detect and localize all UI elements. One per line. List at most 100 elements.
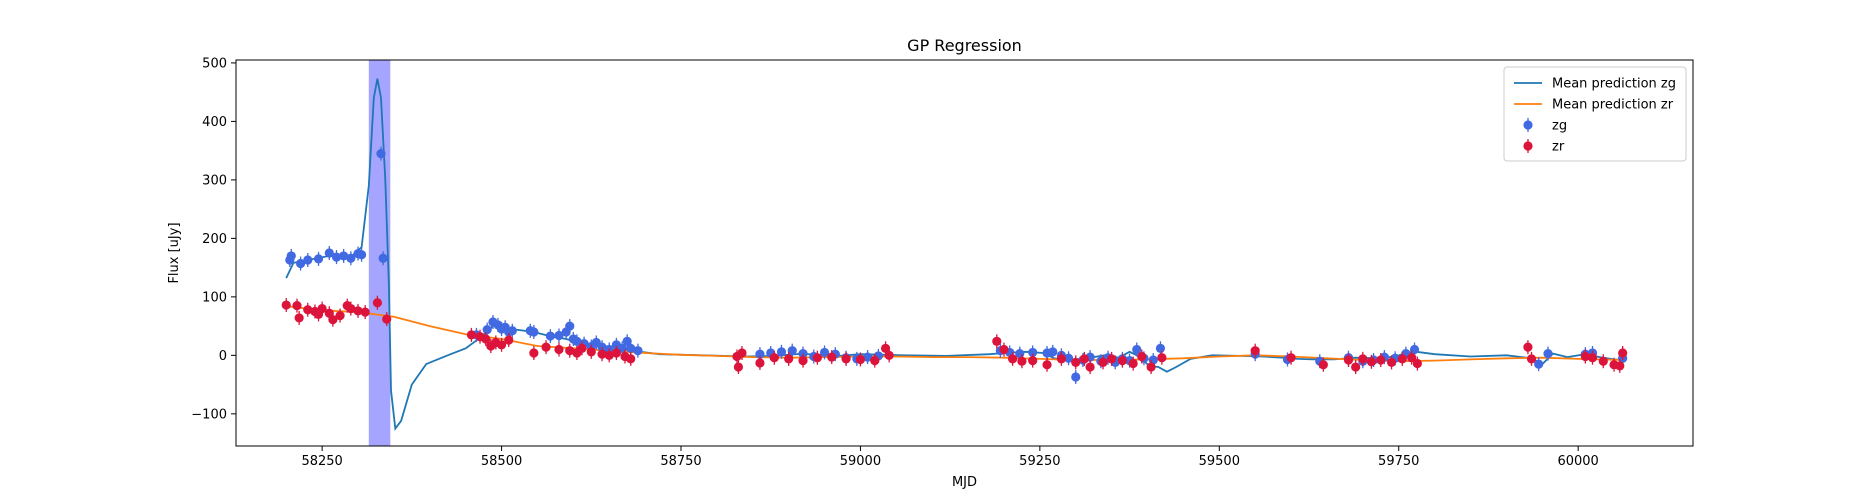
- data-point-zr: [1017, 356, 1027, 366]
- data-point-zr: [1358, 354, 1368, 364]
- data-point-zr: [1407, 353, 1417, 363]
- data-point-zr: [382, 314, 392, 324]
- data-point-zr: [1615, 361, 1625, 371]
- data-point-zr: [1098, 357, 1108, 367]
- data-point-zr: [360, 307, 370, 317]
- data-point-zr: [1318, 360, 1328, 370]
- data-point-zr: [884, 350, 894, 360]
- data-point-zr: [372, 298, 382, 308]
- data-point-zg: [303, 255, 313, 265]
- data-point-zg: [295, 258, 306, 269]
- data-point-zg: [776, 347, 787, 357]
- data-point-zg: [1155, 343, 1166, 353]
- y-tick-label: 300: [202, 173, 227, 188]
- data-point-zr: [292, 301, 302, 311]
- x-tick-label: 58500: [481, 454, 522, 469]
- data-point-zr: [481, 334, 491, 344]
- legend-label: Mean prediction zg: [1552, 77, 1676, 92]
- data-point-zr: [769, 353, 779, 363]
- data-point-zg: [376, 148, 386, 159]
- data-point-zr: [346, 303, 356, 314]
- legend-marker-swatch: [1523, 120, 1533, 130]
- data-point-zr: [1376, 355, 1386, 365]
- data-point-zr: [529, 348, 539, 358]
- data-point-zg: [1048, 347, 1058, 357]
- data-point-zr: [827, 352, 837, 362]
- data-point-zr: [604, 350, 614, 360]
- x-tick-label: 59250: [1019, 454, 1060, 469]
- data-point-zr: [1079, 354, 1089, 364]
- data-point-zr: [1042, 360, 1052, 370]
- y-tick-label: −100: [191, 407, 227, 422]
- data-point-zr: [992, 336, 1002, 346]
- data-point-zr: [737, 348, 747, 358]
- data-point-zr: [1117, 356, 1128, 366]
- data-point-zr: [294, 313, 304, 323]
- data-point-zg: [1071, 372, 1081, 382]
- data-point-zg: [331, 252, 342, 262]
- axes: 58250 58500 58750 59000 59250 59500 59750 60000…: [191, 56, 1599, 469]
- data-point-zr: [611, 348, 621, 358]
- data-point-zr: [565, 346, 575, 356]
- legend-box: [1503, 66, 1687, 162]
- data-point-zr: [1412, 358, 1422, 369]
- data-point-zg: [626, 343, 636, 353]
- data-point-zg: [554, 330, 564, 341]
- y-tick-label: 0: [219, 349, 227, 364]
- data-point-zr: [1618, 348, 1628, 358]
- data-point-zg: [339, 251, 349, 261]
- data-point-zg: [572, 336, 582, 346]
- data-point-zr: [577, 343, 587, 353]
- data-point-zg: [633, 346, 643, 356]
- data-point-zr: [880, 343, 891, 353]
- data-point-zg: [798, 348, 808, 359]
- data-point-zg: [597, 342, 607, 352]
- data-point-zr: [1107, 354, 1117, 364]
- data-point-zr: [812, 353, 822, 363]
- data-point-zr: [597, 349, 607, 359]
- data-point-zr: [1397, 354, 1407, 364]
- y-tick-label: 400: [202, 115, 227, 130]
- data-point-zr: [1386, 357, 1397, 367]
- data-point-zr: [496, 340, 507, 350]
- x-tick-label: 58250: [301, 454, 342, 469]
- y-tick-label: 500: [202, 56, 227, 71]
- data-point-zr: [504, 335, 514, 345]
- data-point-zr: [626, 354, 636, 364]
- data-point-zr: [554, 344, 564, 355]
- data-point-zr: [733, 362, 744, 372]
- data-point-zr: [353, 306, 363, 316]
- data-point-zr: [798, 356, 808, 366]
- data-point-zr: [1028, 356, 1038, 366]
- data-point-zr: [755, 358, 765, 368]
- data-point-zr: [317, 303, 327, 314]
- data-point-zg: [787, 346, 797, 356]
- data-point-zg: [819, 347, 830, 358]
- data-point-zg: [346, 253, 356, 263]
- data-point-zr: [1250, 346, 1260, 356]
- x-axis-label: MJD: [952, 475, 977, 490]
- legend-label: zr: [1552, 140, 1565, 155]
- legend-label: zg: [1552, 119, 1567, 134]
- data-point-zr: [303, 305, 313, 315]
- y-tick-label: 200: [202, 232, 227, 247]
- data-point-zg: [313, 254, 324, 264]
- data-point-zg: [324, 248, 334, 258]
- data-point-zr: [1351, 362, 1361, 372]
- data-point-zr: [855, 354, 866, 365]
- data-point-zr: [784, 354, 794, 364]
- data-point-zr: [870, 356, 880, 366]
- data-point-zr: [1007, 354, 1018, 364]
- x-tick-label: 59750: [1378, 454, 1419, 469]
- chart-title: GP Regression: [907, 36, 1022, 55]
- data-point-zr: [1580, 351, 1590, 362]
- x-tick-label: 59000: [840, 454, 881, 469]
- data-point-zr: [1146, 362, 1156, 372]
- data-point-zr: [1598, 356, 1608, 366]
- y-axis-label: Flux [uJy]: [167, 222, 182, 283]
- data-point-zg: [286, 251, 296, 261]
- data-point-zg: [863, 352, 873, 362]
- data-point-zr: [541, 342, 551, 352]
- x-tick-label: 59500: [1199, 454, 1240, 469]
- data-point-zr: [1587, 353, 1598, 363]
